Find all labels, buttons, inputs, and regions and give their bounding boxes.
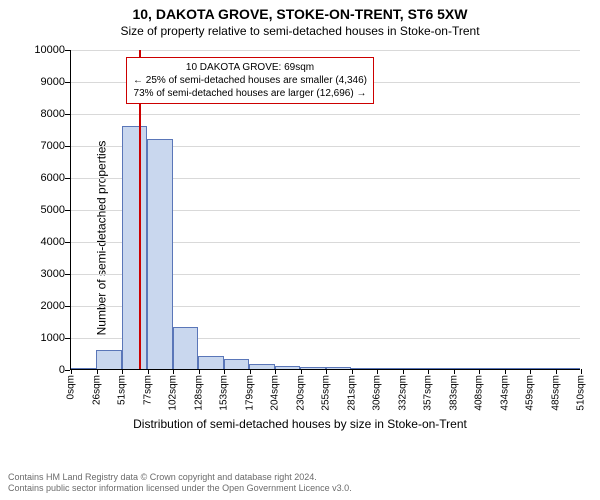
x-tick-label: 332sqm bbox=[397, 375, 408, 411]
x-tick-mark bbox=[403, 369, 404, 374]
y-tick-label: 2000 bbox=[41, 300, 65, 312]
x-tick-mark bbox=[556, 369, 557, 374]
histogram-chart: Number of semi-detached properties 10 DA… bbox=[0, 40, 600, 435]
x-tick-mark bbox=[530, 369, 531, 374]
x-tick-label: 281sqm bbox=[346, 375, 357, 411]
y-tick-label: 3000 bbox=[41, 268, 65, 280]
x-tick-mark bbox=[97, 369, 98, 374]
x-tick-label: 383sqm bbox=[448, 375, 459, 411]
footer-attribution: Contains HM Land Registry data © Crown c… bbox=[8, 472, 352, 495]
histogram-bar bbox=[351, 368, 376, 369]
histogram-bar bbox=[96, 350, 121, 369]
y-tick-label: 7000 bbox=[41, 140, 65, 152]
x-tick-mark bbox=[148, 369, 149, 374]
x-tick-label: 51sqm bbox=[117, 375, 128, 405]
x-tick-label: 77sqm bbox=[142, 375, 153, 405]
x-tick-mark bbox=[581, 369, 582, 374]
x-tick-label: 128sqm bbox=[193, 375, 204, 411]
histogram-bar bbox=[478, 368, 503, 369]
x-tick-label: 459sqm bbox=[525, 375, 536, 411]
x-tick-mark bbox=[377, 369, 378, 374]
x-tick-mark bbox=[224, 369, 225, 374]
histogram-bar bbox=[249, 364, 274, 369]
x-tick-mark bbox=[479, 369, 480, 374]
y-tick-label: 1000 bbox=[41, 332, 65, 344]
y-tick-label: 10000 bbox=[34, 44, 65, 56]
x-tick-mark bbox=[199, 369, 200, 374]
x-tick-mark bbox=[173, 369, 174, 374]
x-tick-mark bbox=[454, 369, 455, 374]
x-tick-mark bbox=[71, 369, 72, 374]
y-tick-label: 5000 bbox=[41, 204, 65, 216]
x-tick-mark bbox=[301, 369, 302, 374]
x-tick-label: 485sqm bbox=[550, 375, 561, 411]
x-tick-label: 357sqm bbox=[423, 375, 434, 411]
annotation-box: 10 DAKOTA GROVE: 69sqm ← 25% of semi-det… bbox=[126, 57, 374, 104]
x-tick-label: 510sqm bbox=[576, 375, 587, 411]
histogram-bar bbox=[173, 327, 198, 369]
histogram-bar bbox=[326, 367, 351, 369]
y-tick-label: 6000 bbox=[41, 172, 65, 184]
x-tick-mark bbox=[428, 369, 429, 374]
histogram-bar bbox=[427, 368, 452, 369]
histogram-bar bbox=[198, 356, 223, 369]
annotation-line-1: 10 DAKOTA GROVE: 69sqm bbox=[133, 61, 367, 74]
x-tick-mark bbox=[275, 369, 276, 374]
histogram-bar bbox=[224, 359, 249, 369]
x-axis-label: Distribution of semi-detached houses by … bbox=[0, 417, 600, 431]
y-tick-label: 0 bbox=[59, 364, 65, 376]
x-tick-mark bbox=[326, 369, 327, 374]
x-tick-label: 179sqm bbox=[244, 375, 255, 411]
y-tick-label: 8000 bbox=[41, 108, 65, 120]
footer-line-1: Contains HM Land Registry data © Crown c… bbox=[8, 472, 352, 483]
x-tick-mark bbox=[122, 369, 123, 374]
x-tick-mark bbox=[250, 369, 251, 374]
annotation-line-3: 73% of semi-detached houses are larger (… bbox=[133, 87, 367, 100]
histogram-bar bbox=[147, 139, 172, 369]
x-tick-label: 153sqm bbox=[219, 375, 230, 411]
footer-line-2: Contains public sector information licen… bbox=[8, 483, 352, 494]
title-main: 10, DAKOTA GROVE, STOKE-ON-TRENT, ST6 5X… bbox=[0, 0, 600, 22]
x-tick-mark bbox=[352, 369, 353, 374]
x-tick-label: 204sqm bbox=[270, 375, 281, 411]
histogram-bar bbox=[402, 368, 427, 369]
histogram-bar bbox=[275, 366, 300, 369]
histogram-bar bbox=[555, 368, 580, 369]
histogram-bar bbox=[504, 368, 529, 369]
x-tick-label: 408sqm bbox=[474, 375, 485, 411]
histogram-bar bbox=[71, 368, 96, 369]
x-tick-label: 255sqm bbox=[321, 375, 332, 411]
x-tick-label: 102sqm bbox=[168, 375, 179, 411]
title-sub: Size of property relative to semi-detach… bbox=[0, 22, 600, 38]
y-tick-label: 4000 bbox=[41, 236, 65, 248]
y-tick-label: 9000 bbox=[41, 76, 65, 88]
histogram-bar bbox=[122, 126, 147, 369]
histogram-bar bbox=[453, 368, 478, 369]
annotation-line-2: ← 25% of semi-detached houses are smalle… bbox=[133, 74, 367, 87]
plot-area: 10 DAKOTA GROVE: 69sqm ← 25% of semi-det… bbox=[70, 50, 580, 370]
x-tick-mark bbox=[505, 369, 506, 374]
x-tick-label: 0sqm bbox=[66, 375, 77, 399]
x-tick-label: 306sqm bbox=[372, 375, 383, 411]
histogram-bar bbox=[376, 368, 401, 369]
histogram-bar bbox=[529, 368, 554, 369]
x-tick-label: 26sqm bbox=[91, 375, 102, 405]
x-tick-label: 230sqm bbox=[295, 375, 306, 411]
x-tick-label: 434sqm bbox=[499, 375, 510, 411]
histogram-bar bbox=[300, 367, 325, 369]
